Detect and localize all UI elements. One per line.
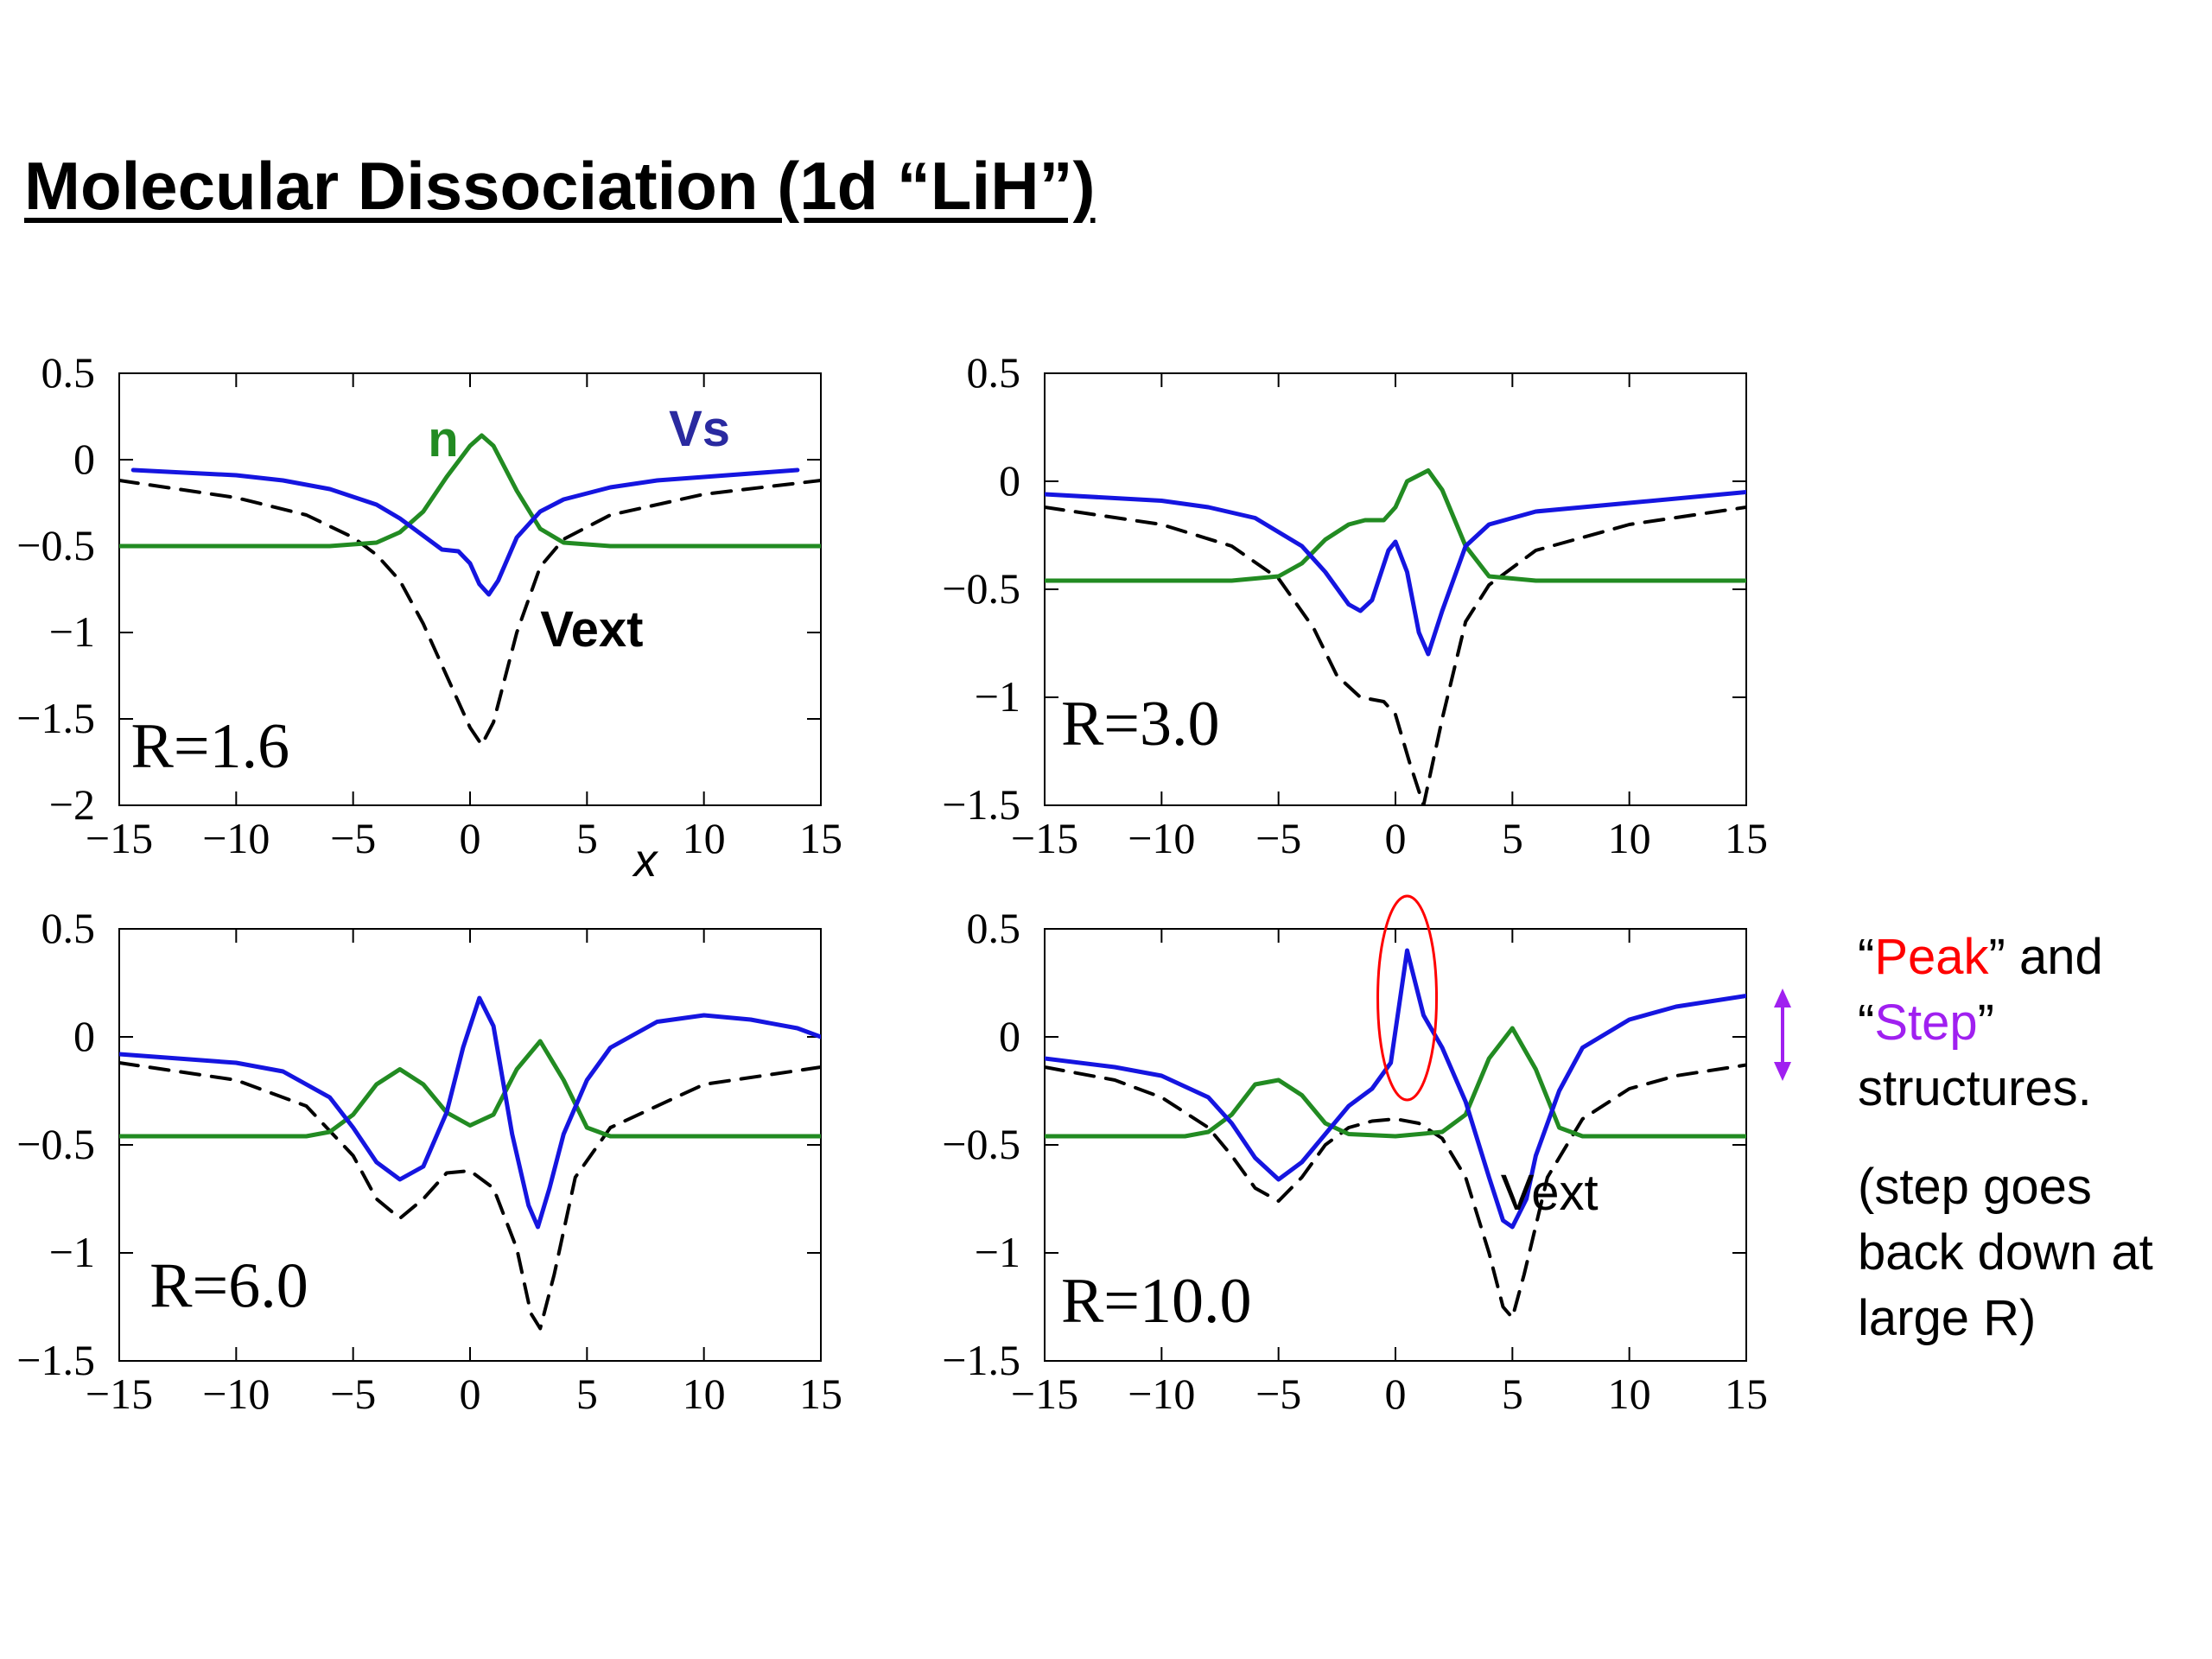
y-tick-label: −1.5 [16, 694, 95, 742]
x-tick-label: 10 [1608, 1370, 1651, 1418]
panel-label: R=10.0 [1061, 1266, 1252, 1337]
x-tick-label: 15 [1725, 814, 1768, 862]
x-tick-label: −10 [202, 1370, 270, 1418]
y-tick-label: 0 [73, 435, 95, 483]
series-line-vext [1045, 505, 1746, 805]
x-tick-label: 5 [1502, 814, 1523, 862]
series-line-n [119, 1039, 821, 1139]
y-tick-label: 0.5 [967, 348, 1021, 397]
chart-panel-4: −15 −10 −5 0 5 10 15 −1.5 −1 −0.5 0 0.5 Vext R=10.0 [942, 894, 1791, 1418]
x-tick-label: 0 [460, 814, 481, 862]
step-arrow [1774, 988, 1791, 1081]
x-tick-label: 15 [1725, 1370, 1768, 1418]
y-tick-label: −2 [49, 780, 95, 829]
series-line-vs [130, 467, 800, 597]
series-line-vs [1045, 490, 1746, 657]
series-label-vext: Vext [1501, 1165, 1599, 1221]
x-tick-label: −10 [1128, 1370, 1195, 1418]
series-label-vs: Vs [669, 401, 730, 457]
series-line-vext [119, 1061, 821, 1331]
x-tick-label: −5 [1255, 814, 1301, 862]
series-line-vext [119, 479, 821, 747]
y-tick-label: −1 [49, 607, 95, 656]
x-tick-label: 15 [799, 814, 842, 862]
series-line-vext [1045, 1063, 1746, 1319]
x-tick-label: −5 [330, 1370, 376, 1418]
x-tick-label: −15 [1011, 1370, 1078, 1418]
peak-word: Peak [1874, 929, 1989, 985]
x-tick-label: 0 [460, 1370, 481, 1418]
y-tick-label: −1 [975, 1228, 1020, 1276]
chart-panel-2: −15 −10 −5 0 5 10 15 −1.5 −1 −0.5 0 0.5 R=3.0 [942, 348, 1768, 862]
panel-label: R=1.6 [131, 711, 290, 782]
x-tick-label: −15 [86, 1370, 153, 1418]
x-tick-label: 5 [576, 814, 598, 862]
x-tick-label: −15 [86, 814, 153, 862]
chart-panel-1: −15 −10 −5 0 5 10 15 −2 −1.5 −1 −0.5 0 0.5 n Vs Vext R=1… [16, 348, 842, 887]
series-line-n [119, 433, 821, 549]
x-tick-label: −10 [1128, 814, 1195, 862]
x-tick-label: 5 [1502, 1370, 1523, 1418]
x-tick-label: 0 [1385, 1370, 1407, 1418]
x-tick-label: 0 [1385, 814, 1407, 862]
x-tick-label: 10 [1608, 814, 1651, 862]
y-tick-label: 0.5 [41, 348, 96, 397]
x-axis-label: x [632, 835, 659, 887]
y-tick-label: −0.5 [16, 1120, 95, 1168]
series-label-n: n [428, 411, 458, 467]
panel-label: R=6.0 [149, 1251, 308, 1322]
side-annotation: “Peak” and “Step” structures. (step goes… [1858, 925, 2203, 1384]
step-word: Step [1874, 995, 1978, 1051]
y-tick-label: 0 [999, 456, 1020, 505]
x-tick-label: −5 [1255, 1370, 1301, 1418]
x-tick-label: 5 [576, 1370, 598, 1418]
series-line-vs [1045, 948, 1746, 1230]
x-tick-label: 15 [799, 1370, 842, 1418]
slide-title: Molecular Dissociation (1d “LiH”) [24, 148, 1096, 224]
y-tick-label: 0 [999, 1012, 1020, 1060]
y-tick-label: −0.5 [942, 1120, 1020, 1168]
annotation-note: (step goes back down at large R) [1858, 1159, 2153, 1346]
peak-marker-ellipse [1376, 894, 1439, 1102]
y-tick-label: −0.5 [16, 521, 95, 569]
y-tick-label: −1.5 [16, 1336, 95, 1384]
structures-text: structures. [1858, 1060, 2092, 1116]
annotation-peak-step: “Peak” and “Step” structures. [1858, 929, 2103, 1116]
series-line-vs [119, 995, 821, 1230]
panel-label: R=3.0 [1061, 689, 1220, 760]
x-tick-label: 10 [683, 814, 726, 862]
y-tick-label: 0.5 [41, 904, 96, 952]
x-tick-label: −5 [330, 814, 376, 862]
series-line-n [1045, 468, 1746, 583]
y-tick-label: 0.5 [967, 904, 1021, 952]
x-tick-label: 10 [683, 1370, 726, 1418]
y-tick-label: −1 [49, 1228, 95, 1276]
series-label-vext: Vext [540, 601, 643, 658]
x-tick-label: −15 [1011, 814, 1078, 862]
y-tick-label: 0 [73, 1012, 95, 1060]
chart-panel-3: −15 −10 −5 0 5 10 15 −1.5 −1 −0.5 0 0.5 R=6.0 [16, 904, 842, 1418]
y-tick-label: −1 [975, 672, 1020, 721]
y-tick-label: −0.5 [942, 564, 1020, 613]
x-tick-label: −10 [202, 814, 270, 862]
y-tick-label: −1.5 [942, 1336, 1020, 1384]
y-tick-label: −1.5 [942, 780, 1020, 829]
